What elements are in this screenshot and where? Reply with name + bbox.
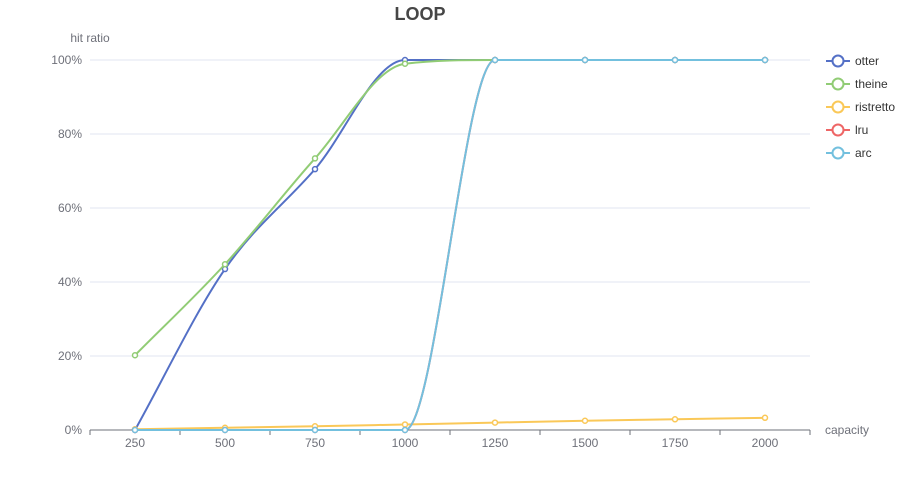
x-tick-label: 1000 [392, 436, 419, 450]
data-point-ristretto[interactable] [401, 421, 409, 428]
x-tick-label: 750 [305, 436, 325, 450]
legend-label-lru: lru [855, 123, 868, 137]
x-tick-label: 1750 [662, 436, 689, 450]
data-point-arc[interactable] [671, 56, 679, 64]
legend-marker-lru [831, 123, 845, 137]
legend-item-otter[interactable]: otter [826, 54, 879, 68]
data-point-theine[interactable] [131, 352, 139, 359]
y-tick-label: 40% [58, 275, 82, 289]
legend-marker-theine [831, 77, 845, 91]
legend-label-otter: otter [855, 54, 879, 68]
data-point-theine[interactable] [401, 60, 409, 67]
data-point-arc[interactable] [401, 426, 409, 434]
data-point-otter[interactable] [311, 165, 319, 173]
x-tick-label: 500 [215, 436, 235, 450]
data-point-ristretto[interactable] [671, 416, 679, 423]
y-tick-label: 100% [51, 53, 82, 67]
data-point-ristretto[interactable] [581, 417, 589, 424]
y-tick-label: 60% [58, 201, 82, 215]
y-axis-label: hit ratio [70, 31, 110, 45]
x-tick-label: 250 [125, 436, 145, 450]
legend-label-arc: arc [855, 146, 872, 160]
chart-title: LOOP [394, 4, 445, 24]
legend-marker-otter [831, 54, 845, 68]
data-point-arc[interactable] [311, 426, 319, 434]
data-point-ristretto[interactable] [761, 414, 769, 422]
x-axis-label: capacity [825, 423, 869, 437]
legend-item-lru[interactable]: lru [826, 123, 868, 137]
legend: otter theine ristretto lru arc [826, 54, 895, 160]
legend-label-ristretto: ristretto [855, 100, 895, 114]
data-point-arc[interactable] [221, 426, 229, 434]
data-point-arc[interactable] [761, 56, 769, 64]
series-line-ristretto [134, 416, 766, 431]
data-point-arc[interactable] [581, 56, 589, 64]
x-tick-label: 1500 [572, 436, 599, 450]
series-arc [131, 56, 769, 434]
axes: 0% 20% 40% 60% 80% 100% 250 500 750 1000 1250 1500 1… [51, 53, 811, 450]
y-tick-label: 20% [58, 349, 82, 363]
x-tick-label: 1250 [482, 436, 509, 450]
data-point-ristretto[interactable] [491, 419, 499, 426]
legend-item-theine[interactable]: theine [826, 77, 888, 91]
legend-item-ristretto[interactable]: ristretto [826, 100, 895, 114]
legend-marker-arc [831, 146, 845, 160]
series-line-arc [134, 58, 766, 432]
data-point-arc[interactable] [491, 56, 499, 64]
data-point-arc[interactable] [131, 426, 139, 434]
data-point-theine[interactable] [311, 155, 319, 162]
legend-marker-ristretto [831, 100, 845, 114]
y-tick-label: 0% [65, 423, 83, 437]
legend-item-arc[interactable]: arc [826, 146, 872, 160]
data-point-theine[interactable] [221, 260, 229, 268]
series-group [131, 56, 769, 434]
y-tick-label: 80% [58, 127, 82, 141]
legend-label-theine: theine [855, 77, 888, 91]
x-tick-label: 2000 [752, 436, 779, 450]
